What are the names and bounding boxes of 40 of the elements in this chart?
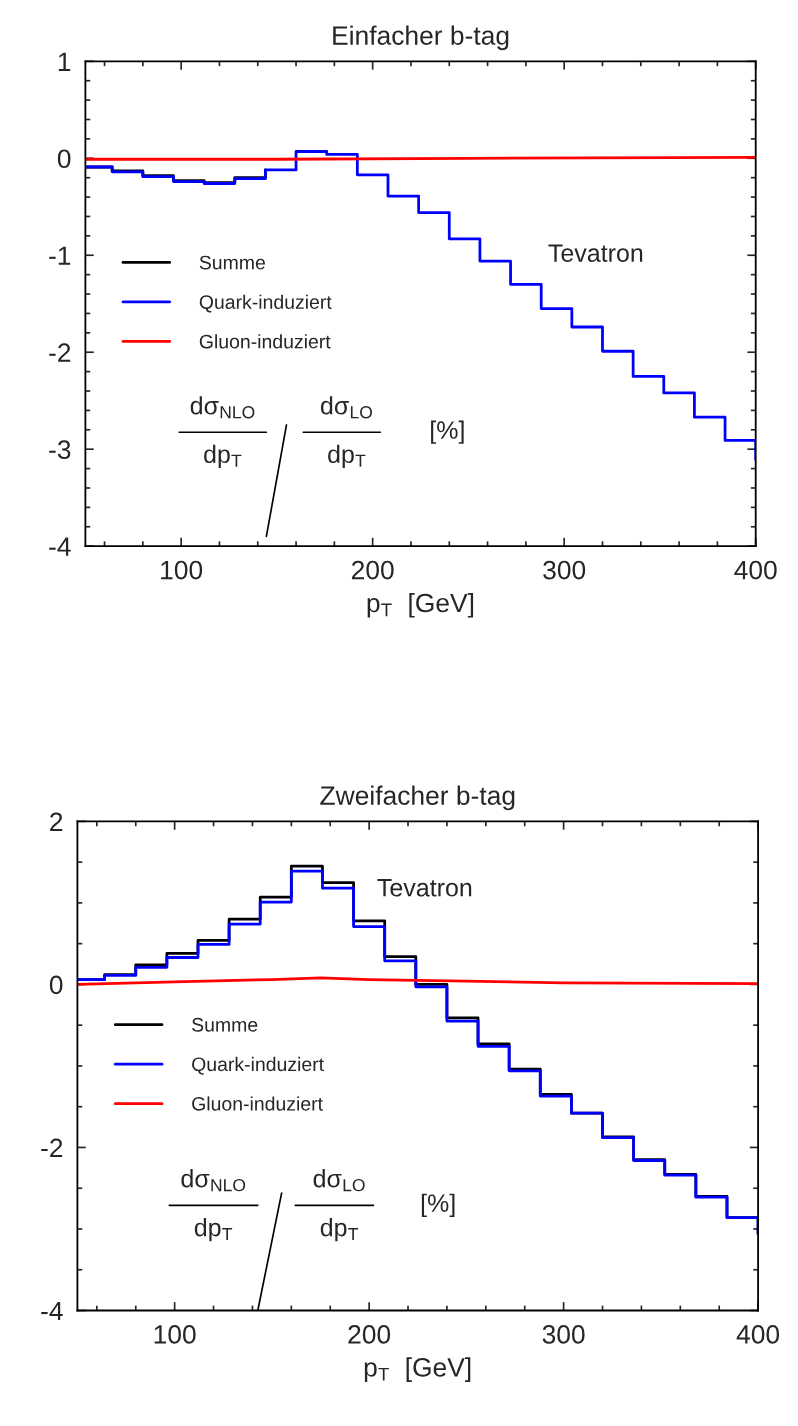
annotation: dp$_{T}$ <box>204 444 242 469</box>
x-tick-label: 300 <box>543 560 586 580</box>
y-tick-label: 0 <box>57 149 71 169</box>
legend-label: Summe <box>192 1017 258 1032</box>
x-tick-label: 100 <box>161 560 203 580</box>
x-axis-title: p$_{T}$ [GeV] <box>364 1357 471 1382</box>
y-tick-label: -2 <box>41 1138 63 1158</box>
annotation: [%] <box>431 420 464 444</box>
annotation: dp$_{T}$ <box>320 1218 359 1242</box>
annotation: dσ$_{NLO}$ <box>181 1169 246 1192</box>
y-tick-label: 0 <box>49 975 63 995</box>
x-tick-label: 200 <box>351 560 394 580</box>
annotation: dp$_{T}$ <box>194 1218 233 1242</box>
legend-label: Summe <box>199 255 265 270</box>
annotation: Tevatron <box>548 244 643 262</box>
y-tick-label: -4 <box>41 1301 63 1321</box>
annotation: [%] <box>421 1193 455 1217</box>
y-tick-label: 1 <box>58 52 71 71</box>
chart-title: Zweifacher b-tag <box>320 785 515 811</box>
y-tick-label: -4 <box>49 537 71 556</box>
x-tick-label: 100 <box>154 1325 196 1344</box>
y-tick-label: 2 <box>50 812 63 831</box>
x-tick-label: 300 <box>542 1325 585 1344</box>
y-tick-label: -2 <box>49 343 71 362</box>
legend-label: Quark-induziert <box>192 1056 324 1075</box>
chart-title: Einfacher b-tag <box>333 25 509 51</box>
legend-label: Gluon-induziert <box>192 1096 323 1111</box>
annotation: dp$_{T}$ <box>328 444 366 469</box>
annotation: Tevatron <box>377 879 472 897</box>
annotation: dσ$_{LO}$ <box>313 1169 365 1192</box>
x-tick-label: 200 <box>348 1325 391 1344</box>
x-tick-label: 400 <box>734 560 777 580</box>
x-tick-label: 400 <box>736 1325 780 1344</box>
legend-label: Quark-induziert <box>199 294 332 313</box>
y-tick-label: -3 <box>49 440 71 460</box>
y-tick-label: -1 <box>49 246 71 265</box>
annotation: dσ$_{NLO}$ <box>190 396 255 419</box>
annotation: dσ$_{LO}$ <box>320 396 373 419</box>
x-axis-title: p$_{T}$ [GeV] <box>367 592 474 618</box>
legend-label: Gluon-induziert <box>199 334 331 349</box>
